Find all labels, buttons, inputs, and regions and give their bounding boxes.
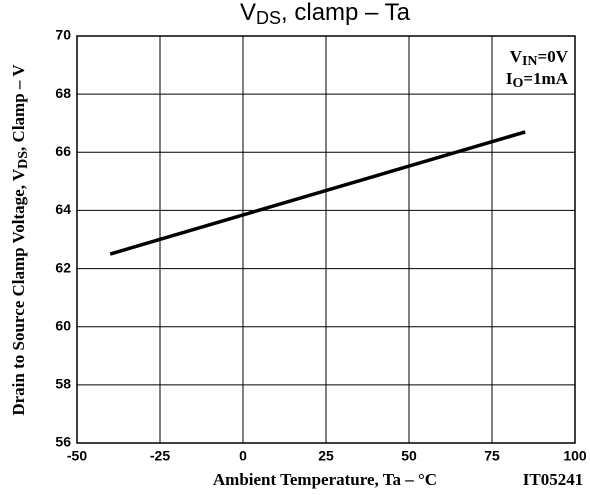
x-tick-label: 100 [563,448,587,464]
title-sub: DS [256,8,281,28]
y-tick-label: 66 [55,143,71,159]
y-tick-label: 68 [55,85,71,101]
y-tick-label: 56 [55,434,71,450]
y-tick-label: 64 [55,201,71,217]
annotation: VIN=0V [510,47,569,69]
x-axis-label: Ambient Temperature, Ta – °C [213,470,437,489]
x-tick-label: 25 [318,448,334,464]
annotation-main: V [510,47,523,66]
y-tick-label: 60 [55,317,71,333]
y-label-main: Drain to Source Clamp Voltage, V [9,168,28,416]
y-tick-label: 58 [55,376,71,392]
annotation-sub: IN [522,54,538,69]
y-tick-label: 62 [55,259,71,275]
x-tick-label: -50 [67,448,87,464]
x-tick-label: 0 [239,448,247,464]
y-axis-label: Drain to Source Clamp Voltage, VDS, Clam… [9,64,31,416]
title-main: V [240,0,256,26]
data-line [109,130,526,256]
chart-title: VDS, clamp – Ta [240,0,411,28]
plot-frame [76,35,576,444]
figure-id: IT05241 [523,470,583,489]
y-tick-label: 70 [55,27,71,43]
annotation: IO=1mA [506,69,569,91]
x-tick-label: -25 [150,448,170,464]
annotation-rest: =1mA [523,69,568,88]
annotation-main: I [506,69,513,88]
annotation-rest: =0V [538,47,569,66]
x-tick-label: 75 [484,448,500,464]
x-tick-label: 50 [401,448,417,464]
annotation-sub: O [512,76,523,91]
title-rest: , clamp – Ta [281,0,411,26]
y-label-rest: , Clamp – V [9,64,28,151]
y-label-sub: DS [16,151,31,169]
